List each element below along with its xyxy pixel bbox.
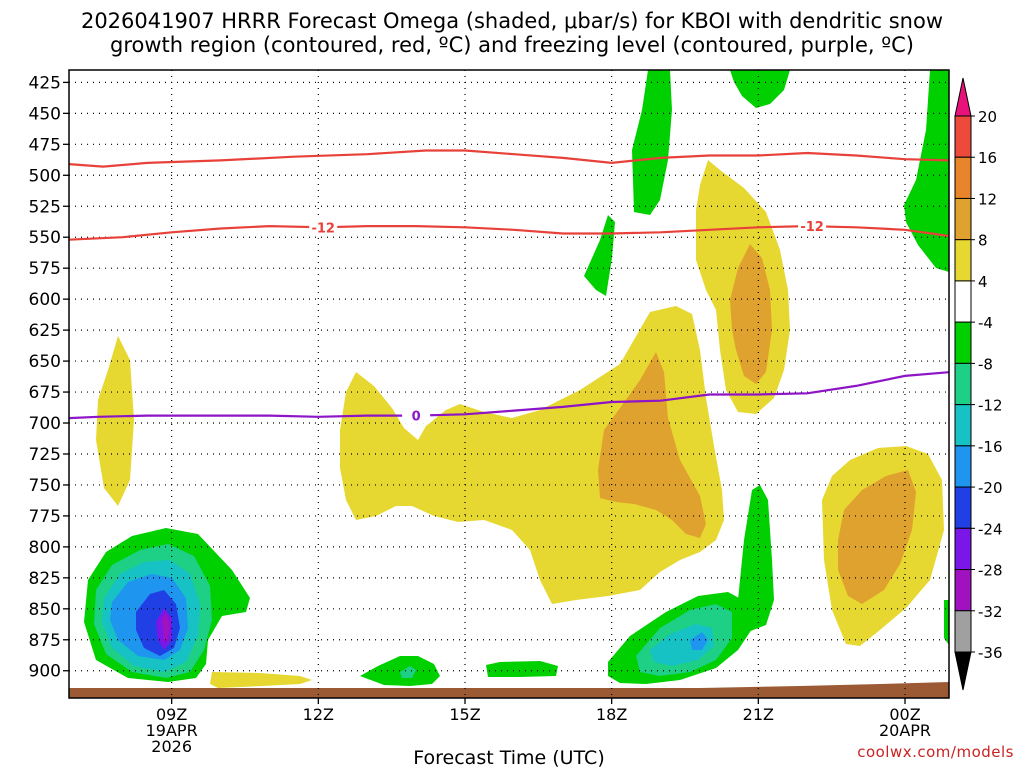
x-tick-date-00Z: 20APR xyxy=(879,721,931,740)
y-tick-label-800: 800 xyxy=(29,538,61,558)
y-tick-label-600: 600 xyxy=(29,290,61,310)
y-tick-label-500: 500 xyxy=(29,166,61,186)
x-tick-date-09Z: 19APR xyxy=(146,721,198,740)
colorbar-label-5: -4 xyxy=(978,314,993,332)
omega-orange-23z xyxy=(838,470,916,604)
colorbar-bin-10 xyxy=(954,486,972,529)
isotherm-contours: -12 -12 0 xyxy=(68,149,950,425)
chart-title-line1: 2026041907 HRRR Forecast Omega (shaded, … xyxy=(80,9,944,33)
colorbar-label-12: -32 xyxy=(978,603,1003,621)
y-tick-label-650: 650 xyxy=(29,352,61,372)
colorbar-bin-4 xyxy=(954,239,972,282)
x-tick-label-18Z: 18Z xyxy=(596,705,627,724)
omega-green-top-1 xyxy=(632,70,672,215)
colorbar-label-1: 16 xyxy=(978,149,997,167)
contour-label-bg-1-1 xyxy=(798,218,827,235)
x-tick-label-09Z: 09Z xyxy=(156,705,187,724)
colorbar-label-2: 12 xyxy=(978,190,997,208)
contour-label-bg-2-0 xyxy=(402,407,431,424)
colorbar-label-3: 8 xyxy=(978,232,988,250)
colorbar-bin-11 xyxy=(954,527,972,571)
contour-label-1-1: -12 xyxy=(800,220,824,235)
contour-label-2-0: 0 xyxy=(412,410,421,425)
omega-green-right-bottom xyxy=(944,600,949,645)
contour-label-1-0: -12 xyxy=(311,221,335,236)
colorbar-bin-9 xyxy=(954,445,972,488)
y-tick-label-775: 775 xyxy=(29,507,61,527)
omega-magenta-09z xyxy=(162,612,170,642)
y-tick-label-425: 425 xyxy=(29,73,61,93)
colorbar-label-10: -24 xyxy=(978,520,1003,538)
y-tick-label-700: 700 xyxy=(29,414,61,434)
omega-yellow-main xyxy=(340,306,724,604)
y-tick-label-550: 550 xyxy=(29,228,61,248)
y-tick-label-750: 750 xyxy=(29,476,61,496)
colorbar-label-13: -36 xyxy=(978,644,1003,662)
omega-orange-19z xyxy=(598,352,706,538)
colorbar-bottom-triangle xyxy=(954,651,972,691)
x-tick-label-00Z: 00Z xyxy=(889,705,920,724)
omega-orange-21z xyxy=(730,244,772,384)
colorbar-bin-3 xyxy=(954,197,972,241)
omega-lightblue-20z xyxy=(690,632,708,650)
y-tick-label-675: 675 xyxy=(29,383,61,403)
y-tick-label-475: 475 xyxy=(29,135,61,155)
colorbar-bin-12 xyxy=(954,569,972,612)
colorbar-bin-5 xyxy=(954,280,972,323)
x-axis-title: Forecast Time (UTC) xyxy=(413,747,604,768)
shaded-omega-field xyxy=(69,70,949,698)
colorbar-label-4: 4 xyxy=(978,273,988,291)
contour-line-0 xyxy=(68,149,950,168)
colorbar-label-7: -12 xyxy=(978,397,1003,415)
contour-line-2 xyxy=(68,371,950,420)
y-tick-label-900: 900 xyxy=(29,662,61,682)
colorbar-bin-6 xyxy=(954,321,972,364)
y-tick-label-450: 450 xyxy=(29,104,61,124)
omega-yellow-bottom-10z xyxy=(210,672,312,688)
colorbar-top-triangle xyxy=(954,77,972,117)
y-tick-label-850: 850 xyxy=(29,600,61,620)
colorbar-bin-2 xyxy=(954,156,972,199)
x-tick-label-15Z: 15Z xyxy=(449,705,480,724)
omega-cyan-20z xyxy=(650,624,714,666)
y-tick-label-875: 875 xyxy=(29,631,61,651)
colorbar-label-6: -8 xyxy=(978,355,993,373)
omega-green-right-top xyxy=(904,70,949,272)
omega-green-top-2 xyxy=(730,70,790,108)
colorbar-label-0: 20 xyxy=(978,108,997,126)
colorbar-bin-7 xyxy=(954,362,972,406)
colorbar: 20 16 12 8 4 -4 -8 -12 -16 -20 -24 -28 -32 -36 xyxy=(954,77,1003,691)
omega-teal-14z xyxy=(400,666,416,678)
colorbar-label-8: -16 xyxy=(978,438,1003,456)
y-tick-label-625: 625 xyxy=(29,321,61,341)
omega-green-vertical-21z xyxy=(738,485,774,632)
y-tick-label-725: 725 xyxy=(29,445,61,465)
y-tick-label-525: 525 xyxy=(29,197,61,217)
y-tick-label-825: 825 xyxy=(29,569,61,589)
omega-green-bottom-left-1 xyxy=(360,656,440,686)
plot-frame xyxy=(68,69,950,699)
colorbar-label-9: -20 xyxy=(978,479,1003,497)
colorbar-bin-13 xyxy=(954,610,972,653)
x-tick-label-12Z: 12Z xyxy=(303,705,334,724)
colorbar-bin-8 xyxy=(954,404,972,447)
contour-label-bg-1-0 xyxy=(309,219,338,236)
y-axis: 425 450 475 500 525 550 575 600 625 650 675 700 725 7… xyxy=(29,73,69,682)
omega-yellow-left-thin xyxy=(96,336,134,506)
chart-title-line2: growth region (contoured, red, ºC) and f… xyxy=(110,33,914,57)
terrain-ground xyxy=(69,682,949,698)
y-tick-label-575: 575 xyxy=(29,259,61,279)
x-tick-label-21Z: 21Z xyxy=(743,705,774,724)
omega-green-530 xyxy=(584,215,615,296)
omega-green-bottom-left-2 xyxy=(486,661,558,677)
colorbar-label-11: -28 xyxy=(978,562,1003,580)
x-tick-year-09Z: 2026 xyxy=(151,737,192,756)
credit-text: coolwx.com/models xyxy=(857,743,1014,761)
colorbar-bin-1 xyxy=(954,115,972,158)
